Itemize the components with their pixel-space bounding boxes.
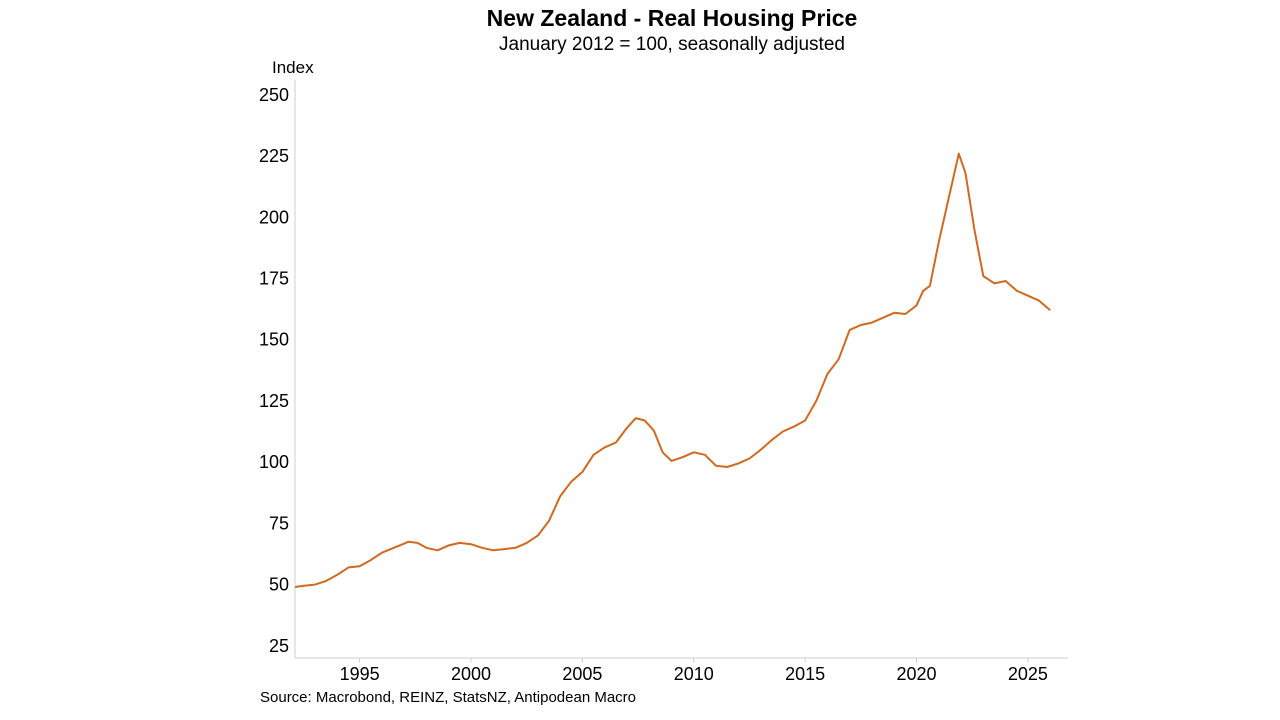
chart-subtitle: January 2012 = 100, seasonally adjusted [499,34,845,55]
x-ticks: 1995 2000 2005 2010 2015 2020 2025 [340,658,1048,684]
x-tick-label: 2005 [562,664,602,684]
x-tick-label: 2010 [674,664,714,684]
y-tick-label: 200 [259,207,289,227]
y-tick-label: 25 [269,636,289,656]
x-tick-label: 2025 [1008,664,1048,684]
y-tick-label: 225 [259,146,289,166]
x-tick-label: 2000 [451,664,491,684]
x-tick-label: 2020 [896,664,936,684]
source-note: Source: Macrobond, REINZ, StatsNZ, Antip… [260,689,637,706]
y-tick-label: 125 [259,391,289,411]
y-tick-label: 175 [259,269,289,289]
y-axis-label: Index [272,58,314,77]
y-tick-label: 75 [269,513,289,533]
y-tick-label: 50 [269,575,289,595]
y-tick-label: 250 [259,85,289,105]
x-tick-label: 1995 [340,664,380,684]
axes [294,80,1068,659]
y-tick-label: 150 [259,330,289,350]
y-tick-label: 100 [259,452,289,472]
series-line [294,152,1051,588]
series-group [294,152,1051,588]
chart-title: New Zealand - Real Housing Price [486,5,858,31]
y-ticks: 25 50 75 100 125 150 175 200 225 250 [259,85,289,656]
x-tick-label: 2015 [785,664,825,684]
